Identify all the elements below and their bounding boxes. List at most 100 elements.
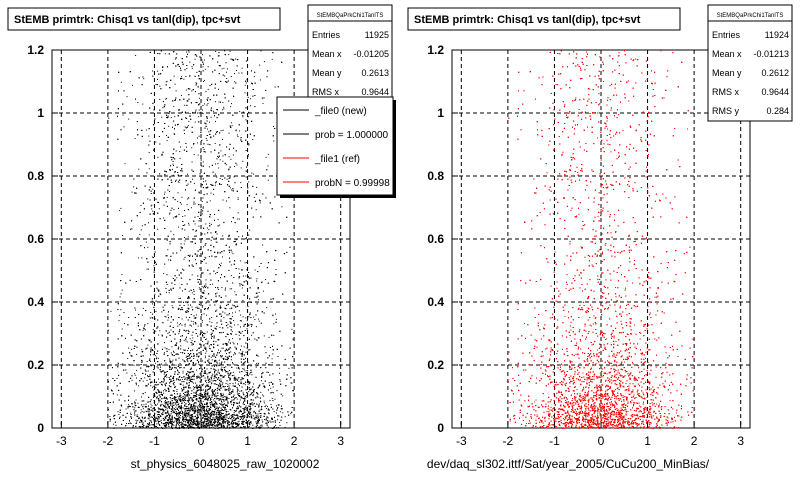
data-point xyxy=(165,362,167,364)
data-point xyxy=(141,396,142,398)
data-point xyxy=(210,192,212,194)
data-point xyxy=(209,222,211,224)
data-point xyxy=(147,198,149,200)
data-point xyxy=(152,70,154,72)
data-point xyxy=(199,401,201,403)
data-point xyxy=(223,67,225,69)
data-point xyxy=(172,359,174,361)
data-point xyxy=(244,84,246,86)
data-point xyxy=(213,405,215,407)
data-point xyxy=(291,328,293,330)
data-point xyxy=(205,262,207,264)
data-point xyxy=(126,372,128,374)
data-point xyxy=(171,423,172,425)
data-point xyxy=(246,262,248,264)
data-point xyxy=(226,416,228,418)
data-point xyxy=(215,237,217,239)
data-point xyxy=(166,80,168,82)
data-point xyxy=(228,416,230,418)
data-point xyxy=(251,172,253,174)
data-point xyxy=(247,325,249,327)
data-point xyxy=(170,394,172,396)
data-point xyxy=(146,361,148,362)
data-point xyxy=(205,223,207,225)
data-point xyxy=(215,418,217,420)
data-point xyxy=(226,425,228,427)
data-point xyxy=(166,134,167,136)
data-point xyxy=(194,223,196,225)
data-point xyxy=(179,422,181,424)
data-point xyxy=(237,421,239,423)
data-point xyxy=(140,412,142,414)
data-point xyxy=(183,237,185,238)
data-point xyxy=(253,393,255,395)
data-point xyxy=(219,418,221,420)
data-point xyxy=(158,334,160,336)
data-point xyxy=(120,300,122,302)
data-point xyxy=(157,420,159,422)
data-point xyxy=(242,160,244,162)
data-point xyxy=(242,115,244,116)
data-point xyxy=(206,415,207,417)
data-point xyxy=(194,396,196,398)
data-point xyxy=(225,81,226,83)
data-point xyxy=(240,260,242,262)
data-point xyxy=(216,109,218,110)
data-point xyxy=(240,417,242,418)
data-point xyxy=(236,423,238,425)
data-point xyxy=(233,412,235,414)
data-point xyxy=(219,263,220,265)
data-point xyxy=(242,424,244,425)
data-point xyxy=(198,116,200,118)
data-point xyxy=(203,181,205,183)
data-point xyxy=(165,81,167,83)
data-point xyxy=(256,395,258,397)
data-point xyxy=(190,393,192,394)
data-point xyxy=(193,294,195,295)
data-point xyxy=(234,166,235,167)
data-point xyxy=(215,241,217,243)
data-point xyxy=(150,349,151,351)
data-point xyxy=(199,397,201,399)
data-point xyxy=(198,191,200,193)
data-point xyxy=(181,324,183,326)
data-point xyxy=(217,155,218,157)
data-point xyxy=(173,75,175,77)
data-point xyxy=(194,427,196,429)
data-point xyxy=(150,385,152,387)
data-point xyxy=(184,377,186,379)
data-point xyxy=(240,182,242,184)
data-point xyxy=(172,377,174,379)
data-point xyxy=(230,158,232,160)
data-point xyxy=(229,379,231,381)
data-point xyxy=(230,264,232,266)
data-point xyxy=(227,371,229,373)
data-point xyxy=(195,382,196,384)
data-point xyxy=(217,252,219,254)
data-point xyxy=(228,54,230,56)
data-point xyxy=(261,380,262,382)
data-point xyxy=(211,394,213,396)
data-point xyxy=(207,66,209,68)
data-point xyxy=(183,386,185,388)
data-point xyxy=(218,167,220,169)
data-point xyxy=(157,389,159,391)
data-point xyxy=(184,410,186,412)
data-point xyxy=(258,385,260,387)
data-point xyxy=(196,369,198,371)
data-point xyxy=(202,213,204,215)
data-point xyxy=(234,260,236,262)
data-point xyxy=(229,408,231,410)
data-point xyxy=(151,208,153,210)
data-point xyxy=(171,289,173,291)
data-point xyxy=(256,186,258,188)
data-point xyxy=(172,163,174,165)
data-point xyxy=(215,407,217,409)
data-point xyxy=(153,396,155,398)
data-point xyxy=(247,343,248,345)
data-point xyxy=(226,405,227,406)
data-point xyxy=(155,386,157,388)
data-point xyxy=(282,395,284,397)
data-point xyxy=(209,321,211,323)
data-point xyxy=(152,303,153,305)
